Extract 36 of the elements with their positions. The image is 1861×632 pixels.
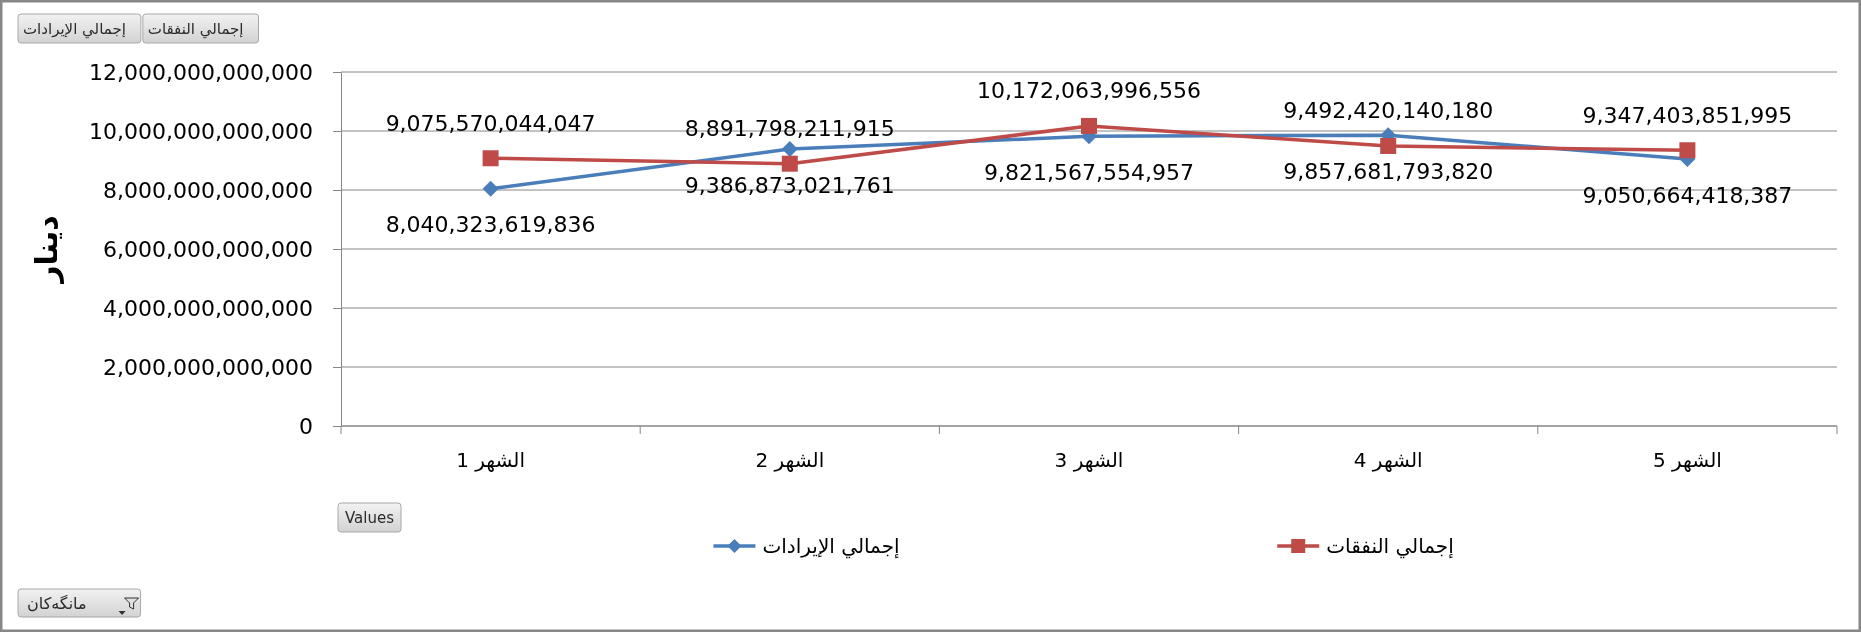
point xyxy=(482,180,499,197)
x-tick-label: الشهر 5 xyxy=(1652,448,1722,472)
point xyxy=(781,155,798,172)
legend-label: إجمالي الإيرادات xyxy=(762,534,900,559)
y-tick-label: 6,000,000,000,000 xyxy=(103,236,313,262)
y-tick-label: 8,000,000,000,000 xyxy=(103,177,313,203)
data-label: 8,040,323,619,836 xyxy=(385,212,596,238)
field-button: إجمالي النفقات xyxy=(142,13,259,44)
data-label: 9,492,420,140,180 xyxy=(1283,98,1494,124)
y-axis-title: دينار xyxy=(28,215,64,285)
point xyxy=(1380,137,1397,154)
data-label: 9,857,681,793,820 xyxy=(1283,158,1494,184)
y-tick-label: 0 xyxy=(299,413,313,439)
y-tick-label: 2,000,000,000,000 xyxy=(103,354,313,380)
data-label: 8,891,798,211,915 xyxy=(684,116,895,142)
field-button: Values xyxy=(337,502,402,533)
point xyxy=(482,150,499,167)
x-tick-label: الشهر 1 xyxy=(456,448,526,472)
point xyxy=(781,141,798,158)
y-tick-label: 10,000,000,000,000 xyxy=(89,118,313,144)
y-tick-label: 12,000,000,000,000 xyxy=(89,59,313,85)
x-tick-label: الشهر 4 xyxy=(1353,448,1423,472)
legend-label: إجمالي النفقات xyxy=(1326,534,1454,559)
data-label: 9,050,664,418,387 xyxy=(1582,182,1793,208)
data-label: 9,347,403,851,995 xyxy=(1582,102,1793,128)
data-label: 9,075,570,044,047 xyxy=(385,110,596,136)
filter-button: مانگەکان xyxy=(17,588,142,618)
x-tick-label: الشهر 3 xyxy=(1054,448,1124,472)
field-button: إجمالي الإيرادات xyxy=(17,13,142,44)
data-label: 10,172,063,996,556 xyxy=(977,78,1201,104)
data-label: 9,821,567,554,957 xyxy=(984,159,1194,185)
y-tick-label: 4,000,000,000,000 xyxy=(103,295,313,321)
data-label: 9,386,873,021,761 xyxy=(684,172,895,198)
x-tick-label: الشهر 2 xyxy=(755,448,825,472)
point xyxy=(1679,142,1696,159)
point xyxy=(1081,117,1097,134)
